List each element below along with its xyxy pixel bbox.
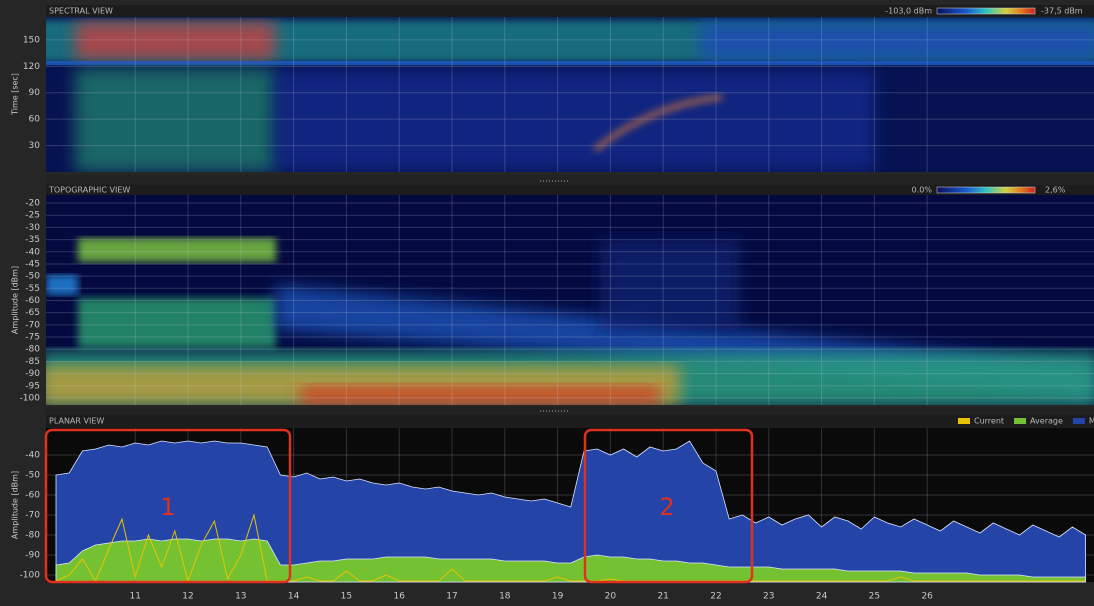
y-tick-label: -50 [25,272,40,282]
color-scale [937,187,1035,193]
scale-max: 2,6% [1045,186,1066,195]
y-tick-label: 30 [29,141,41,151]
y-tick-label: -55 [25,284,40,294]
y-tick-label: -20 [25,199,40,209]
x-tick-label: 21 [657,592,668,602]
y-tick-label: -60 [25,491,40,501]
y-tick-label: 60 [29,115,41,125]
x-tick-label: 11 [129,592,140,602]
legend-swatch [1073,418,1085,424]
y-tick-label: 120 [23,62,40,72]
y-tick-label: -60 [25,296,40,306]
topogram [40,195,1094,407]
panel-title: PLANAR VIEW [49,417,104,426]
spectrum-analyzer: SPECTRAL VIEW -103,0 dBm -37,5 dBm Time … [0,0,1094,606]
x-tick-label: 24 [816,592,828,602]
y-tick-label: -85 [25,357,40,367]
x-tick-label: 17 [446,592,457,602]
x-tick-label: 26 [921,592,933,602]
scale-min: -103,0 dBm [885,7,932,16]
x-tick-label: 16 [393,592,405,602]
y-tick-label: -35 [25,235,40,245]
y-tick-label: -80 [25,531,40,541]
legend-swatch [958,418,970,424]
x-tick-label: 12 [182,592,193,602]
panel-title: TOPOGRAPHIC VIEW [48,186,130,195]
page: { "spectral_view": {"title": "SPECTRAL V… [0,0,1094,606]
panel-header [46,415,1094,428]
y-tick-label: -45 [25,259,40,269]
splitter [46,175,1094,185]
x-tick-label: 23 [763,592,774,602]
x-tick-label: 15 [341,592,352,602]
x-tick-label: 14 [288,592,300,602]
x-tick-label: 19 [552,592,564,602]
y-tick-label: -100 [20,571,41,581]
x-tick-label: 18 [499,592,511,602]
y-axis-title: Amplitude [dBm] [11,266,20,334]
y-axis-title: Time [sec] [11,73,20,116]
y-tick-label: -95 [25,381,40,391]
y-tick-label: -80 [25,345,40,355]
y-tick-label: -30 [25,223,40,233]
y-tick-label: -70 [25,511,40,521]
y-tick-label: -70 [25,320,40,330]
y-tick-label: -75 [25,333,40,343]
legend-label: Average [1030,417,1063,426]
legend-label: Current [974,417,1004,426]
color-scale [937,8,1035,14]
y-tick-label: 90 [29,88,41,98]
x-tick-label: 22 [710,592,721,602]
y-tick-label: -65 [25,308,40,318]
annotation-label: 1 [160,493,175,521]
scale-max: -37,5 dBm [1041,7,1083,16]
y-tick-label: -50 [25,471,40,481]
x-tick-label: 25 [869,592,880,602]
x-tick-label: 20 [605,592,617,602]
x-tick-label: 13 [235,592,246,602]
y-axis-title: Amplitude [dBm] [11,471,20,539]
y-tick-label: -90 [25,551,40,561]
y-tick-label: -100 [20,393,41,403]
panel-title: SPECTRAL VIEW [49,7,113,16]
y-tick-label: 150 [23,35,40,45]
legend-label: Max [1089,417,1094,426]
y-tick-label: -90 [25,369,40,379]
y-tick-label: -40 [25,451,40,461]
legend-swatch [1014,418,1026,424]
y-tick-label: -25 [25,211,40,221]
annotation-label: 2 [659,493,674,521]
scale-min: 0.0% [912,186,933,195]
y-tick-label: -40 [25,247,40,257]
